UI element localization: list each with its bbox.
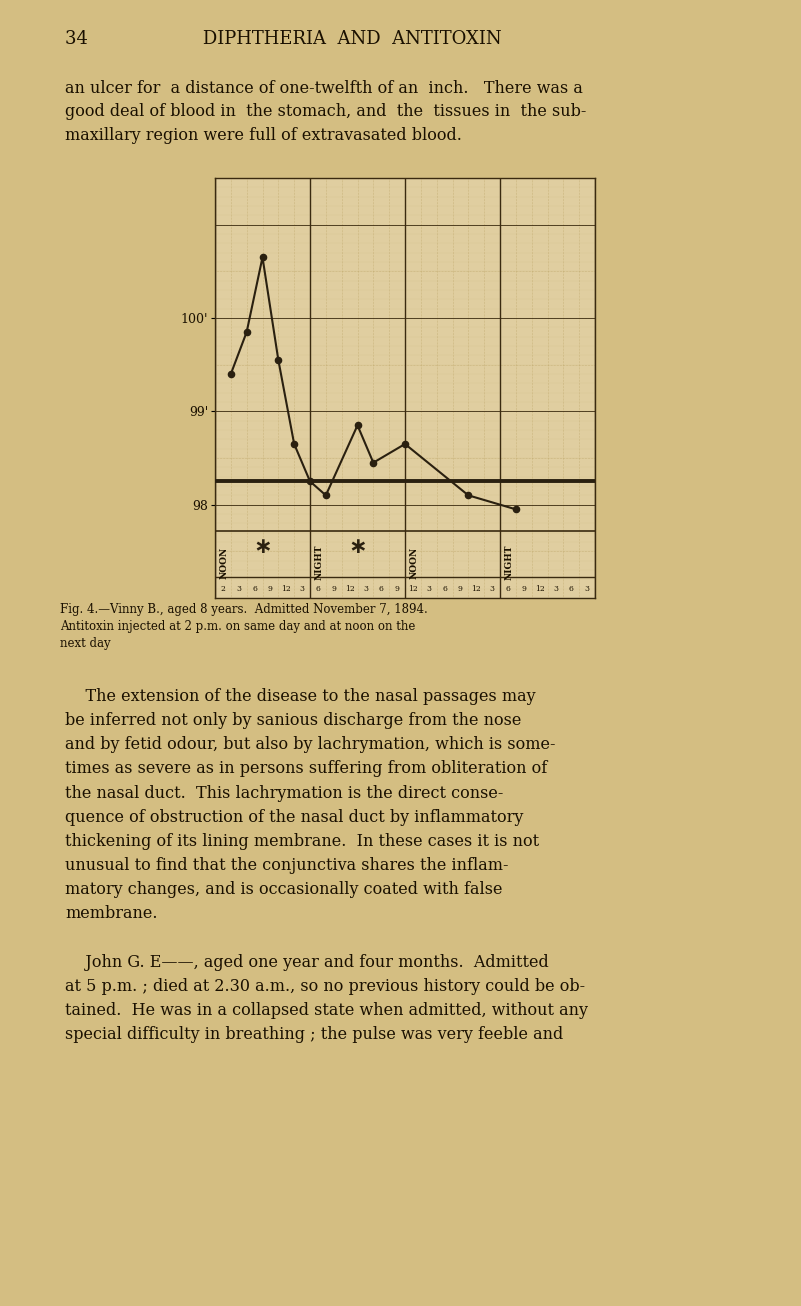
Text: NOON: NOON — [219, 546, 229, 579]
Point — [256, 247, 269, 268]
Text: The extension of the disease to the nasal passages may
be inferred not only by s: The extension of the disease to the nasa… — [65, 688, 588, 1043]
Text: 12: 12 — [471, 585, 481, 593]
Text: NIGHT: NIGHT — [315, 545, 324, 580]
Point — [509, 499, 522, 520]
Text: ∗: ∗ — [348, 537, 367, 556]
Text: 12: 12 — [344, 585, 355, 593]
Text: Fig. 4.—Vinny B., aged 8 years.  Admitted November 7, 1894.
Antitoxin injected a: Fig. 4.—Vinny B., aged 8 years. Admitted… — [60, 603, 428, 650]
Point — [462, 485, 475, 505]
Text: an ulcer for  a distance of one-twelfth of an  inch.   There was a
good deal of : an ulcer for a distance of one-twelfth o… — [65, 80, 586, 144]
Text: 12: 12 — [535, 585, 545, 593]
Text: ∗: ∗ — [253, 537, 272, 556]
Text: 6: 6 — [316, 585, 320, 593]
Text: NIGHT: NIGHT — [505, 545, 513, 580]
Text: 6: 6 — [442, 585, 447, 593]
Point — [399, 434, 412, 454]
Text: 9: 9 — [458, 585, 463, 593]
Text: 3: 3 — [363, 585, 368, 593]
Point — [224, 363, 237, 384]
Text: 34                    DIPHTHERIA  AND  ANTITOXIN: 34 DIPHTHERIA AND ANTITOXIN — [65, 30, 501, 48]
Text: 3: 3 — [585, 585, 590, 593]
Text: 2: 2 — [220, 585, 225, 593]
Text: 3: 3 — [426, 585, 431, 593]
Point — [320, 485, 332, 505]
Text: 6: 6 — [569, 585, 574, 593]
Text: 3: 3 — [553, 585, 558, 593]
Text: 6: 6 — [252, 585, 257, 593]
Text: NOON: NOON — [410, 546, 419, 579]
Text: 9: 9 — [395, 585, 400, 593]
Text: 12: 12 — [408, 585, 418, 593]
Point — [240, 321, 253, 342]
Text: 9: 9 — [332, 585, 336, 593]
Text: 3: 3 — [300, 585, 304, 593]
Point — [351, 415, 364, 436]
Text: 6: 6 — [505, 585, 510, 593]
Text: 6: 6 — [379, 585, 384, 593]
Text: 12: 12 — [281, 585, 291, 593]
Text: 3: 3 — [236, 585, 241, 593]
Point — [272, 350, 284, 371]
Text: 9: 9 — [268, 585, 273, 593]
Text: 3: 3 — [489, 585, 494, 593]
Point — [288, 434, 300, 454]
Text: 9: 9 — [521, 585, 526, 593]
Point — [367, 452, 380, 473]
Point — [304, 471, 316, 492]
